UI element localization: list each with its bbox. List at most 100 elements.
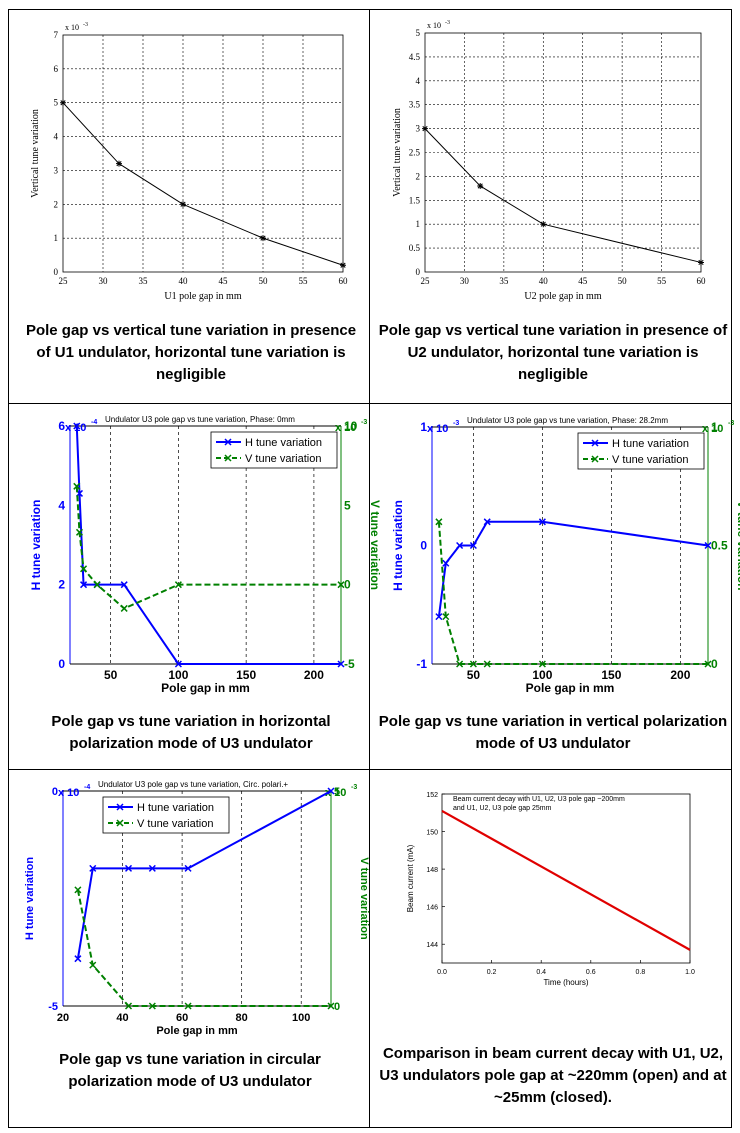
- data-point: [540, 221, 547, 228]
- legend-marker: [116, 803, 124, 811]
- x-tick-label: 60: [339, 276, 349, 286]
- y-right-tick-label: -5: [344, 657, 355, 671]
- y-tick-label: 146: [426, 905, 438, 912]
- series-line: [76, 889, 331, 1007]
- data-point: [60, 99, 66, 106]
- y-right-exponent-power: -3: [361, 419, 367, 426]
- y-tick-label: 2: [54, 199, 59, 209]
- y-exponent-label: x 10: [65, 23, 79, 32]
- data-point: [148, 1002, 156, 1010]
- x-tick-label: 55: [299, 276, 309, 286]
- y-tick-label: 0: [54, 267, 59, 277]
- y-tick-label: 1.5: [409, 195, 421, 205]
- plot-border: [441, 793, 691, 964]
- annotation-line-2: and U1, U2, U3 pole gap 25mm: [453, 805, 552, 812]
- x-tick-label: 30: [99, 276, 109, 286]
- column-divider: [369, 9, 370, 1128]
- y-tick-label: 5: [54, 98, 59, 108]
- x-tick-label: 60: [697, 276, 707, 286]
- y-right-exponent-power: -3: [728, 420, 734, 427]
- x-axis-label: Pole gap in mm: [526, 681, 615, 695]
- y-tick-label: 4: [416, 76, 421, 86]
- data-point: [538, 518, 546, 526]
- y-left-tick-label: 0: [420, 539, 427, 553]
- legend-box: [577, 432, 705, 470]
- x-tick-label: 25: [59, 276, 69, 286]
- y-right-axis-label: V tune variation: [735, 500, 740, 590]
- x-tick-label: 100: [168, 668, 188, 682]
- data-point: [184, 864, 192, 872]
- y-tick-label: 4: [54, 132, 59, 142]
- y-left-tick-label: 0: [52, 786, 58, 798]
- data-point: [337, 581, 345, 589]
- legend-label: H tune variation: [137, 802, 214, 814]
- data-point: [73, 482, 81, 490]
- x-tick-label: 40: [179, 276, 189, 286]
- x-axis-label: U1 pole gap in mm: [164, 291, 241, 302]
- data-point: [704, 541, 712, 550]
- data-point: [120, 604, 128, 612]
- data-point: [93, 581, 101, 589]
- series-line: [437, 521, 708, 665]
- x-tick-label: 1.0: [685, 969, 695, 976]
- y-tick-label: 7: [54, 30, 59, 40]
- x-tick-label: 35: [139, 276, 149, 286]
- data-point: [469, 660, 477, 668]
- y-tick-label: 2.5: [409, 148, 421, 158]
- data-point: [75, 528, 84, 536]
- data-point: [74, 955, 82, 963]
- y-tick-label: 5: [416, 28, 421, 38]
- plot-border: [62, 34, 344, 273]
- x-tick-label: 55: [657, 276, 667, 286]
- y-right-exponent-label: x 10: [702, 423, 723, 435]
- x-tick-label: 100: [532, 668, 552, 682]
- x-tick-label: 60: [176, 1012, 188, 1024]
- legend-label: V tune variation: [612, 454, 688, 466]
- x-tick-label: 150: [601, 668, 621, 682]
- y-right-tick-label: 10: [344, 419, 358, 433]
- series-line: [437, 520, 709, 617]
- x-axis-label: Time (hours): [543, 978, 588, 987]
- x-tick-label: 100: [292, 1012, 310, 1024]
- x-tick-label: 35: [499, 276, 509, 286]
- y-left-axis-label: H tune variation: [24, 857, 36, 940]
- data-point: [704, 660, 712, 668]
- data-point: [483, 660, 491, 668]
- data-point: [174, 581, 182, 589]
- y-tick-label: 1: [54, 233, 59, 243]
- y-axis-label: Vertical tune variation: [30, 109, 41, 198]
- data-point: [327, 787, 335, 795]
- y-tick-label: 0: [416, 267, 421, 277]
- x-tick-label: 40: [539, 276, 549, 286]
- x-tick-label: 45: [219, 276, 229, 286]
- data-point: [260, 235, 266, 242]
- x-tick-label: 150: [236, 668, 256, 682]
- y-left-exponent-power: -3: [453, 420, 459, 427]
- y-tick-label: 3: [54, 165, 59, 175]
- y-tick-label: 150: [426, 830, 438, 837]
- row-divider-1: [8, 403, 732, 404]
- data-point: [120, 581, 128, 589]
- data-point: [327, 1002, 335, 1010]
- data-point: [442, 613, 450, 621]
- data-point: [456, 660, 464, 668]
- data-point: [116, 160, 122, 167]
- y-right-tick-label: 0: [711, 657, 718, 671]
- caption-1: Pole gap vs vertical tune variation in p…: [25, 322, 357, 383]
- x-tick-label: 0.6: [586, 969, 596, 976]
- series-line: [76, 790, 332, 959]
- legend-marker: [224, 454, 232, 462]
- y-left-axis-label: H tune variation: [391, 500, 405, 591]
- y-tick-label: 6: [54, 64, 59, 74]
- y-right-tick-label: 0: [334, 1001, 340, 1013]
- y-left-tick-label: 4: [58, 498, 65, 512]
- x-axis-label: U2 pole gap in mm: [524, 291, 601, 302]
- data-point: [469, 541, 477, 550]
- y-tick-label: 144: [426, 942, 438, 949]
- legend-box: [102, 796, 230, 834]
- series-line: [75, 486, 341, 610]
